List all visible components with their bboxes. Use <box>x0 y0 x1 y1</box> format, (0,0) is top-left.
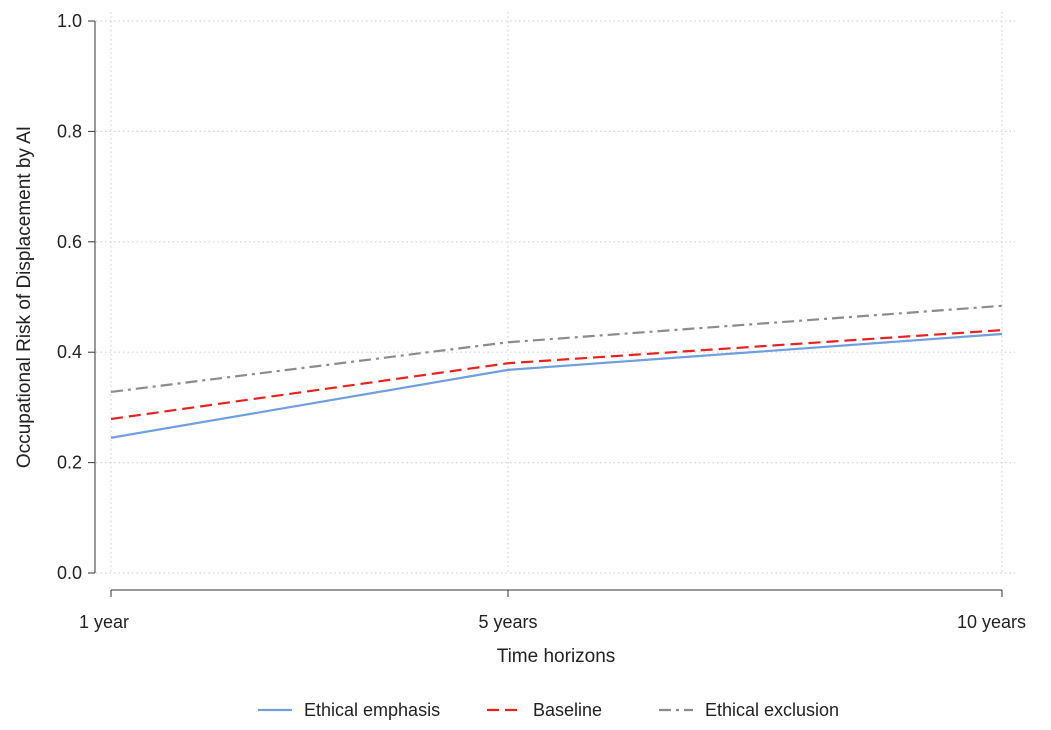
legend: Ethical emphasis Baseline Ethical exclusio… <box>258 700 839 720</box>
series-line-ethical-emphasis <box>110 332 1003 439</box>
axes <box>94 21 1002 591</box>
x-axis-title: Time horizons <box>497 646 616 667</box>
legend-label: Baseline <box>533 700 602 720</box>
x-tick-label: 10 years <box>957 612 1026 632</box>
legend-label: Ethical exclusion <box>705 700 839 720</box>
series-line-ethical-exclusion <box>110 304 1003 394</box>
y-tick-label: 0.4 <box>57 342 82 362</box>
y-tick-label: 0.6 <box>57 232 82 252</box>
x-ticks: 1 year 5 years 10 years <box>79 590 1026 632</box>
x-tick-label: 5 years <box>478 612 537 632</box>
y-tick-label: 1.0 <box>57 11 82 31</box>
y-tick-label: 0.8 <box>57 121 82 141</box>
y-ticks: 0.0 0.2 0.4 0.6 0.8 1.0 <box>57 11 95 583</box>
y-tick-label: 0.2 <box>57 453 82 473</box>
grid-lines <box>96 12 1015 574</box>
series-lines <box>110 304 1003 439</box>
series-line-baseline <box>110 329 1003 421</box>
y-tick-label: 0.0 <box>57 563 82 583</box>
y-axis-title: Occupational Risk of Displacement by AI <box>14 126 35 468</box>
legend-label: Ethical emphasis <box>304 700 440 720</box>
x-tick-label: 1 year <box>79 612 129 632</box>
